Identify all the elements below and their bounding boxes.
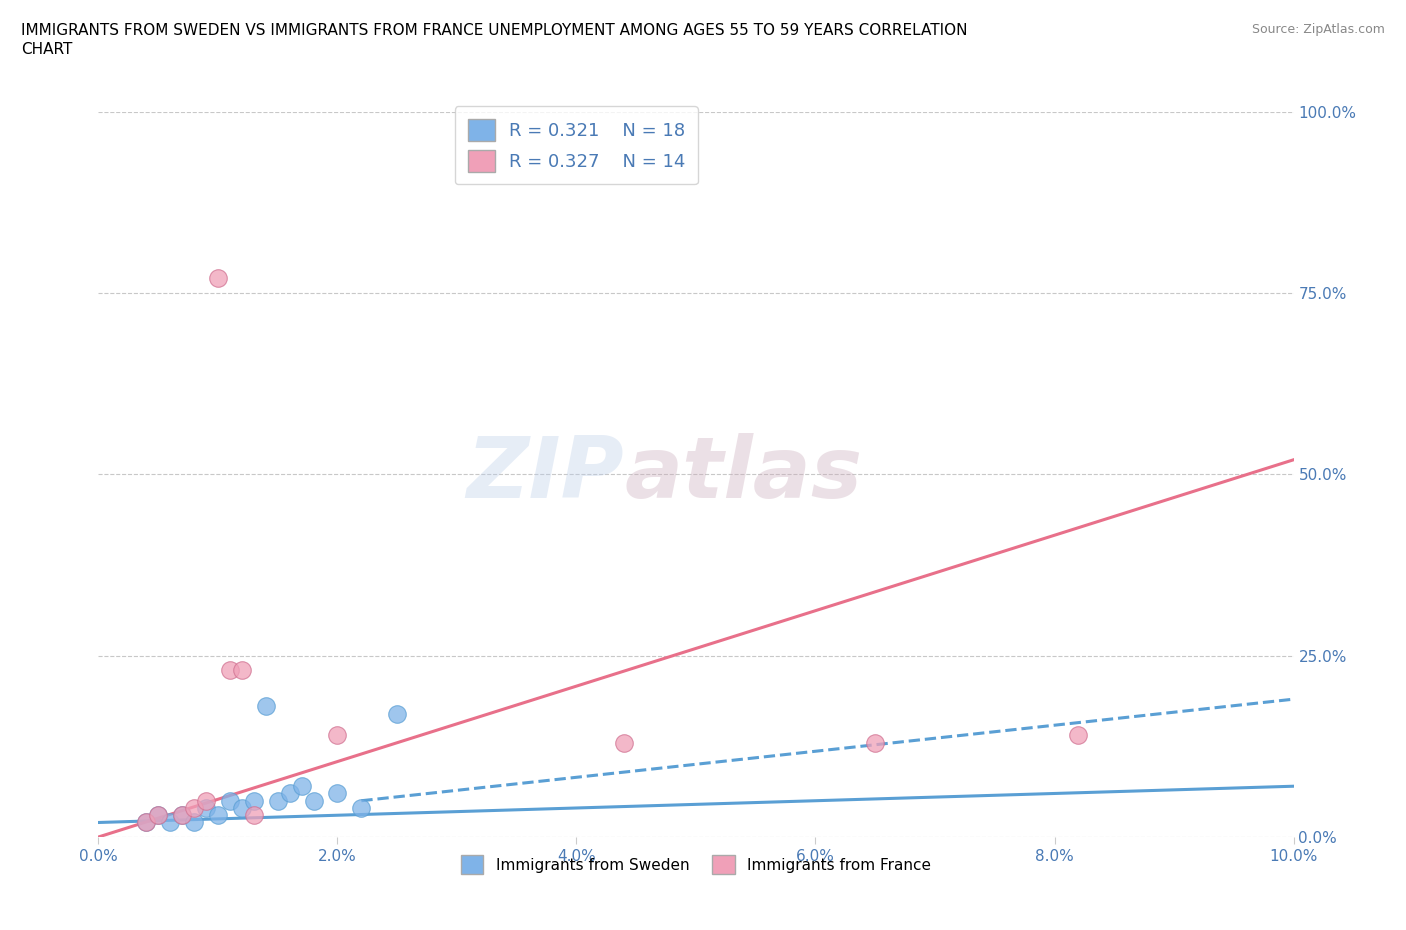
Point — [278, 786, 301, 801]
Point — [291, 778, 314, 793]
Point — [326, 786, 349, 801]
Legend: Immigrants from Sweden, Immigrants from France: Immigrants from Sweden, Immigrants from … — [454, 849, 938, 880]
Text: atlas: atlas — [624, 432, 862, 516]
Text: IMMIGRANTS FROM SWEDEN VS IMMIGRANTS FROM FRANCE UNEMPLOYMENT AMONG AGES 55 TO 5: IMMIGRANTS FROM SWEDEN VS IMMIGRANTS FRO… — [21, 23, 967, 38]
Text: ZIP: ZIP — [467, 432, 624, 516]
Point — [231, 663, 253, 678]
Point — [195, 793, 218, 808]
Point — [350, 801, 373, 816]
Point — [183, 815, 205, 830]
Text: CHART: CHART — [21, 42, 73, 57]
Point — [195, 801, 218, 816]
Point — [219, 663, 242, 678]
Point — [172, 808, 194, 823]
Point — [148, 808, 170, 823]
Point — [148, 808, 170, 823]
Point — [865, 736, 887, 751]
Point — [135, 815, 157, 830]
Point — [302, 793, 325, 808]
Point — [267, 793, 290, 808]
Point — [219, 793, 242, 808]
Point — [243, 808, 266, 823]
Point — [207, 271, 229, 286]
Point — [326, 728, 349, 743]
Point — [207, 808, 229, 823]
Point — [385, 706, 409, 721]
Point — [172, 808, 194, 823]
Point — [243, 793, 266, 808]
Text: Source: ZipAtlas.com: Source: ZipAtlas.com — [1251, 23, 1385, 36]
Point — [613, 736, 636, 751]
Point — [183, 801, 205, 816]
Point — [1067, 728, 1090, 743]
Point — [231, 801, 253, 816]
Point — [254, 699, 277, 714]
Point — [159, 815, 181, 830]
Point — [135, 815, 157, 830]
